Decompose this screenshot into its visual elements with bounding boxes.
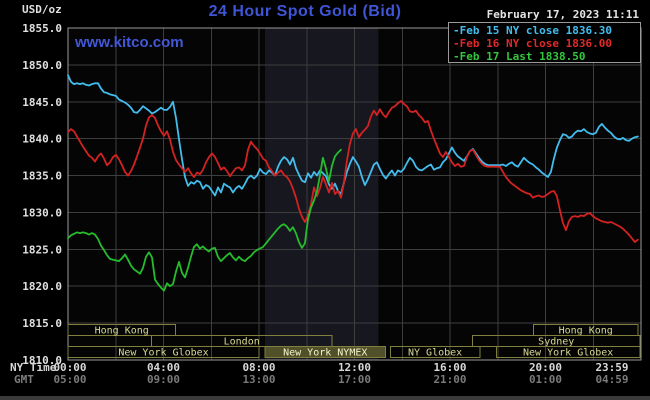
kitco-watermark: www.kitco.com [75, 34, 184, 51]
y-tick-label: 1845.0 [22, 96, 62, 109]
session-label: NY Globex [408, 348, 462, 359]
gmt-tick-label: 01:00 [529, 373, 562, 386]
ny-time-tick-label: 08:00 [242, 361, 275, 374]
ny-time-tick-label: 12:00 [338, 361, 371, 374]
price-line-feb-16 [67, 100, 639, 243]
ny-time-tick-label: 20:00 [529, 361, 562, 374]
session-box [264, 346, 387, 358]
gmt-tick-label: 09:00 [147, 373, 180, 386]
gmt-tick-label: 13:00 [242, 373, 275, 386]
y-tick-label: 1850.0 [22, 59, 62, 72]
ny-time-tick-label: 04:00 [147, 361, 180, 374]
session-box [67, 324, 176, 336]
session-label: Sydney [538, 337, 574, 348]
gmt-tick-label: 17:00 [338, 373, 371, 386]
session-label: New York Globex [523, 348, 613, 359]
gmt-tick-label: 05:00 [53, 373, 86, 386]
y-tick-label: 1815.0 [22, 317, 62, 330]
price-line-feb-15 [67, 74, 639, 197]
legend-box: -Feb 15 NY close 1836.30 -Feb 16 NY close… [448, 22, 641, 63]
y-tick-label: 1855.0 [22, 22, 62, 35]
ny-time-tick-label: 16:00 [433, 361, 466, 374]
gmt-tick-label: 04:59 [595, 373, 628, 386]
ny-time-tick-label: 23:59 [595, 361, 628, 374]
session-label: Hong Kong [95, 326, 149, 337]
session-label: Hong Kong [559, 326, 613, 337]
legend-item: -Feb 15 NY close 1836.30 [453, 24, 612, 37]
session-box [496, 346, 641, 358]
session-label: London [224, 337, 260, 348]
y-tick-label: 1810.0 [22, 354, 62, 367]
y-tick-label: 1825.0 [22, 243, 62, 256]
legend-item: -Feb 16 NY close 1836.00 [453, 37, 612, 50]
ny-time-tick-label: 00:00 [53, 361, 86, 374]
y-tick-label: 1835.0 [22, 170, 62, 183]
y-tick-label: 1830.0 [22, 206, 62, 219]
y-tick-label: 1840.0 [22, 133, 62, 146]
y-tick-label: 1820.0 [22, 280, 62, 293]
session-box [67, 346, 260, 358]
session-label: New York NYMEX [283, 348, 367, 359]
y-axis-units-label: USD/oz [22, 3, 62, 16]
bottom-edge-strip [0, 396, 650, 400]
chart-title: 24 Hour Spot Gold (Bid) [208, 3, 402, 20]
ny-time-axis-label: NY Time [10, 361, 57, 374]
legend-item: -Feb 17 Last 1838.50 [453, 50, 586, 63]
session-box [389, 346, 481, 358]
chart-datetime: February 17, 2023 11:11 [486, 8, 639, 21]
gmt-axis-label: GMT [14, 373, 34, 386]
nymex-session-band [264, 28, 379, 360]
session-label: New York Globex [118, 348, 208, 359]
price-line-feb-17 [67, 148, 342, 292]
plot-border [67, 27, 642, 361]
gmt-tick-label: 21:00 [433, 373, 466, 386]
